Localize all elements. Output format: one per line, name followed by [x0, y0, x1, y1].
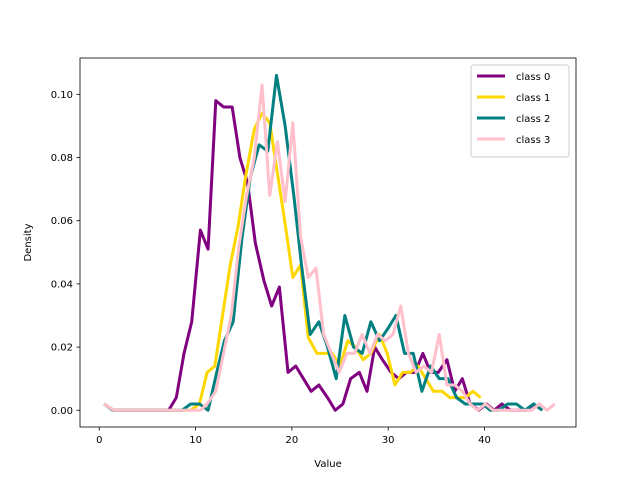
y-tick-label: 0.00 [51, 406, 73, 417]
y-tick-label: 0.10 [51, 90, 73, 101]
y-tick-label: 0.04 [51, 279, 73, 290]
y-axis-label: Density [23, 223, 34, 261]
series-line-class-3 [103, 83, 556, 412]
x-axis-label: Value [314, 459, 341, 470]
x-tick-label: 20 [286, 435, 299, 446]
x-tick-label: 40 [478, 435, 491, 446]
x-tick-label: 30 [382, 435, 395, 446]
y-tick-label: 0.06 [51, 216, 73, 227]
axes-frame [79, 57, 577, 428]
y-tick-label: 0.08 [51, 153, 73, 164]
legend-label: class 1 [516, 93, 550, 104]
legend-label: class 2 [516, 114, 550, 125]
y-axis-ticks: 0.00 0.02 0.04 0.06 0.08 0.10 [51, 90, 80, 417]
legend-box [470, 64, 570, 158]
x-tick-label: 10 [189, 435, 202, 446]
series-layer [103, 73, 556, 412]
legend-label: class 3 [516, 135, 550, 146]
series-line-class-0 [103, 99, 536, 412]
plot-area [79, 57, 577, 428]
x-axis-ticks: 0 10 20 30 40 [96, 427, 491, 446]
legend-label: class 0 [516, 72, 550, 83]
legend: class 0 class 1 class 2 class 3 [470, 64, 570, 158]
y-tick-label: 0.02 [51, 343, 73, 354]
x-tick-label: 0 [96, 435, 102, 446]
